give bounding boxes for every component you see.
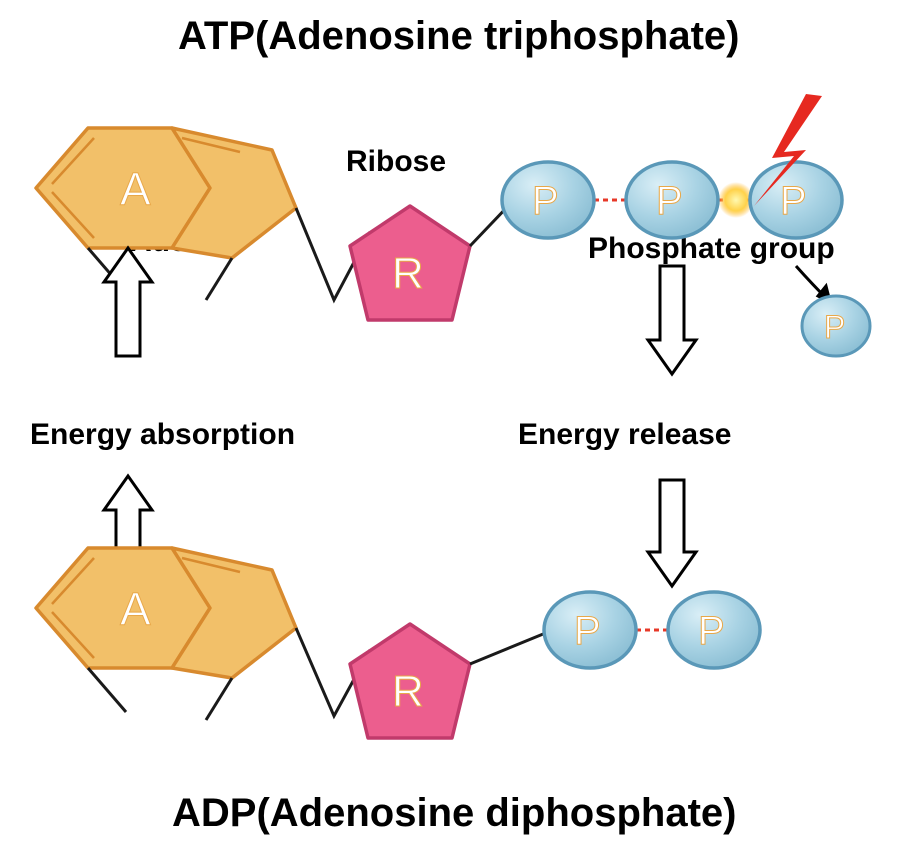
free-phosphate [802, 296, 870, 356]
phosphate-1-bottom [544, 592, 636, 668]
label-energy-absorption: Energy absorption [30, 418, 295, 452]
adenine-letter-top: A [120, 163, 151, 215]
svg-text:P: P [656, 179, 683, 223]
ribose-letter-top: R [392, 249, 424, 298]
phosphate-1-top [502, 162, 594, 238]
svg-text:P: P [698, 609, 725, 653]
phosphate-2-bottom [668, 592, 760, 668]
arrow-up-top [104, 248, 152, 356]
arrow-down-bottom [648, 480, 696, 586]
ribose-letter-bottom: R [392, 667, 424, 716]
phosphate-chain-bottom: P P [544, 592, 760, 668]
phosphate-chain-top: P P P [502, 162, 842, 238]
title-adp: ADP(Adenosine diphosphate) [172, 791, 736, 836]
bond-r-p1-top [470, 204, 510, 246]
adenine-shape-top [36, 128, 296, 300]
svg-text:P: P [780, 179, 807, 223]
adenine-shape-bottom [36, 548, 296, 720]
bond-a-r-bottom [296, 628, 370, 716]
svg-text:P: P [824, 309, 845, 345]
adp-molecule: A R P P [36, 548, 760, 738]
adenine-letter-bottom: A [120, 583, 151, 635]
label-ribose: Ribose [346, 145, 446, 179]
phosphate-2-top [626, 162, 718, 238]
arrow-down-top [648, 266, 696, 374]
svg-text:P: P [532, 179, 559, 223]
svg-text:P: P [574, 609, 601, 653]
arrow-up-bottom [104, 476, 152, 570]
bond-r-p1-bottom [470, 632, 548, 664]
title-atp: ATP(Adenosine triphosphate) [178, 14, 739, 59]
lightning-icon [754, 94, 822, 206]
label-phosphate-group: Phosphate group [588, 232, 835, 266]
ribose-shape-top [350, 206, 470, 320]
label-adenine: Adenine [130, 225, 248, 259]
ribose-shape-bottom [350, 624, 470, 738]
phosphate-3-top [750, 162, 842, 238]
bond-a-r-top [296, 208, 370, 300]
label-energy-release: Energy release [518, 418, 731, 452]
arrow-to-free-p [796, 266, 830, 302]
